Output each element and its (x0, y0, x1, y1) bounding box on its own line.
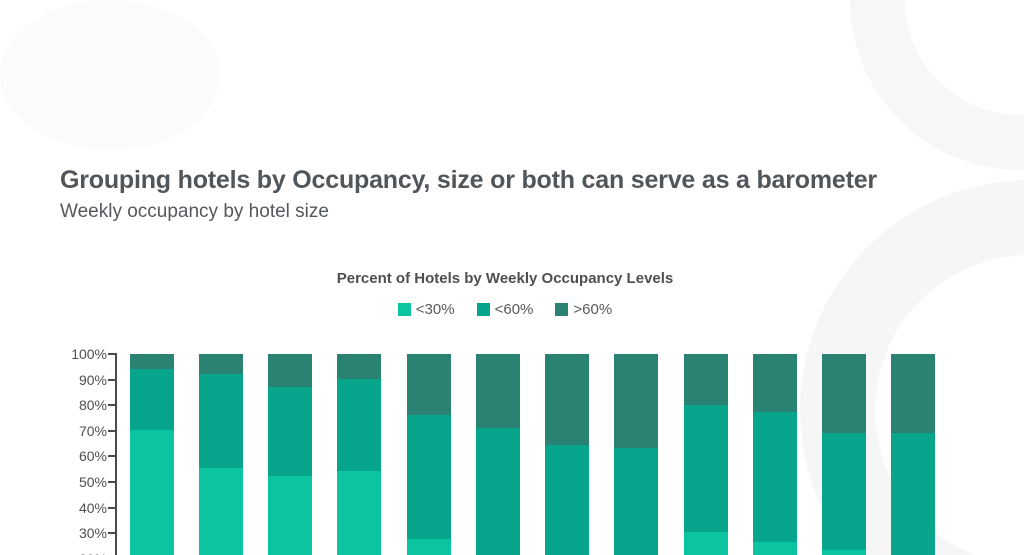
bar-slot (533, 354, 602, 555)
legend-swatch-gt60 (555, 303, 569, 316)
bar-segment-gt60 (337, 354, 382, 380)
bar-segment-gt60 (891, 354, 936, 433)
y-axis-tick (108, 506, 117, 509)
watermark-circle (850, 0, 1024, 170)
page-subtitle: Weekly occupancy by hotel size (60, 201, 329, 222)
y-axis-tick (108, 481, 117, 483)
legend-label-lt30: <30% (415, 301, 455, 318)
bar-segment-gt60 (545, 354, 590, 446)
y-axis-label: 50% (78, 474, 107, 490)
bar-slot (671, 354, 740, 555)
bar-segment-lt30 (129, 430, 174, 555)
y-axis: 100%90%80%70%60%50%40%30%20%10%0% (30, 347, 107, 555)
y-axis-label: 70% (78, 422, 107, 439)
bar-segment-gt60 (129, 354, 174, 370)
bar-segment-lt30 (822, 549, 867, 555)
bar-segment-gt60 (752, 354, 797, 413)
bar-segment-lt60 (337, 379, 382, 471)
bar-medium-20-feb (545, 354, 590, 555)
bar-segment-lt60 (752, 412, 797, 542)
bar-large-13-feb (198, 354, 243, 555)
bar-segment-lt60 (545, 445, 590, 555)
legend-item-lt60: <60% (476, 301, 534, 318)
bar-segment-lt60 (268, 387, 313, 476)
bar-slot (810, 354, 879, 555)
y-axis-label: 100% (71, 346, 107, 362)
bar-segment-lt30 (268, 475, 313, 555)
y-axis-label: 40% (78, 499, 107, 516)
bar-segment-lt30 (683, 531, 728, 555)
y-axis-label: 30% (78, 525, 107, 542)
bar-slot (602, 354, 671, 555)
bar-large-27-feb (337, 354, 382, 555)
bar-segment-lt60 (198, 374, 243, 469)
bar-large-20-feb (268, 354, 313, 555)
y-axis-label: 80% (78, 397, 107, 414)
plot-area (108, 353, 948, 555)
bar-small-13-feb (752, 354, 797, 555)
bar-segment-gt60 (268, 354, 313, 388)
bar-segment-gt60 (475, 354, 520, 428)
bar-slot (394, 354, 463, 555)
bar-segment-lt60 (406, 414, 451, 540)
bar-slot (186, 354, 255, 555)
legend-item-lt30: <30% (397, 301, 455, 318)
bar-segment-lt30 (406, 539, 451, 555)
bar-slot (256, 354, 325, 555)
y-axis-tick (108, 455, 117, 458)
legend-swatch-lt30 (397, 303, 411, 316)
bar-segment-lt60 (475, 427, 520, 555)
slide-content: Grouping hotels by Occupancy, size or bo… (0, 150, 1024, 555)
y-axis-tick (108, 532, 117, 535)
bar-segment-gt60 (683, 354, 728, 405)
bar-large-6-feb (129, 354, 174, 555)
bar-group-small (671, 354, 948, 555)
bar-medium-6-feb (406, 354, 451, 555)
bar-segment-gt60 (198, 354, 243, 375)
bar-segment-lt30 (198, 468, 243, 555)
legend-swatch-lt60 (476, 303, 490, 316)
y-axis-label: 90% (78, 371, 107, 388)
y-axis-tick (108, 353, 117, 355)
page-title: Grouping hotels by Occupancy, size or bo… (60, 166, 877, 194)
bar-segment-lt60 (129, 369, 174, 431)
y-axis-tick (108, 429, 117, 432)
bar-small-27-feb (891, 354, 936, 555)
bar-segment-lt60 (614, 448, 659, 555)
bar-segment-lt60 (683, 404, 728, 532)
y-axis-tick (108, 378, 117, 381)
bar-segment-lt60 (891, 432, 936, 555)
bar-slot (740, 354, 809, 555)
bar-segment-gt60 (406, 354, 451, 415)
bar-segment-lt30 (337, 470, 382, 555)
y-axis-label: 60% (78, 448, 107, 465)
y-axis-tick (108, 404, 117, 407)
bar-slot (463, 354, 532, 555)
bar-medium-13-feb (475, 354, 520, 555)
bar-slot (117, 354, 186, 555)
legend-label-gt60: >60% (573, 301, 613, 318)
chart-legend: <30% <60% >60% (0, 301, 1010, 318)
bar-small-20-feb (822, 354, 867, 555)
bar-segment-gt60 (614, 354, 659, 448)
chart-title: Percent of Hotels by Weekly Occupancy Le… (336, 270, 674, 287)
y-axis-label: 20% (30, 552, 107, 555)
bar-segment-gt60 (822, 354, 867, 433)
bar-group-medium (394, 354, 671, 555)
legend-label-lt60: <60% (494, 301, 534, 318)
bar-slot (879, 354, 948, 555)
bar-segment-lt60 (822, 432, 867, 550)
bar-slot (325, 354, 394, 555)
watermark-blob (0, 0, 220, 150)
bar-medium-27-feb (614, 354, 659, 555)
bar-small-6-feb (683, 354, 728, 555)
bar-segment-lt30 (752, 541, 797, 555)
legend-item-gt60: >60% (555, 301, 612, 318)
bar-group-large (117, 354, 394, 555)
